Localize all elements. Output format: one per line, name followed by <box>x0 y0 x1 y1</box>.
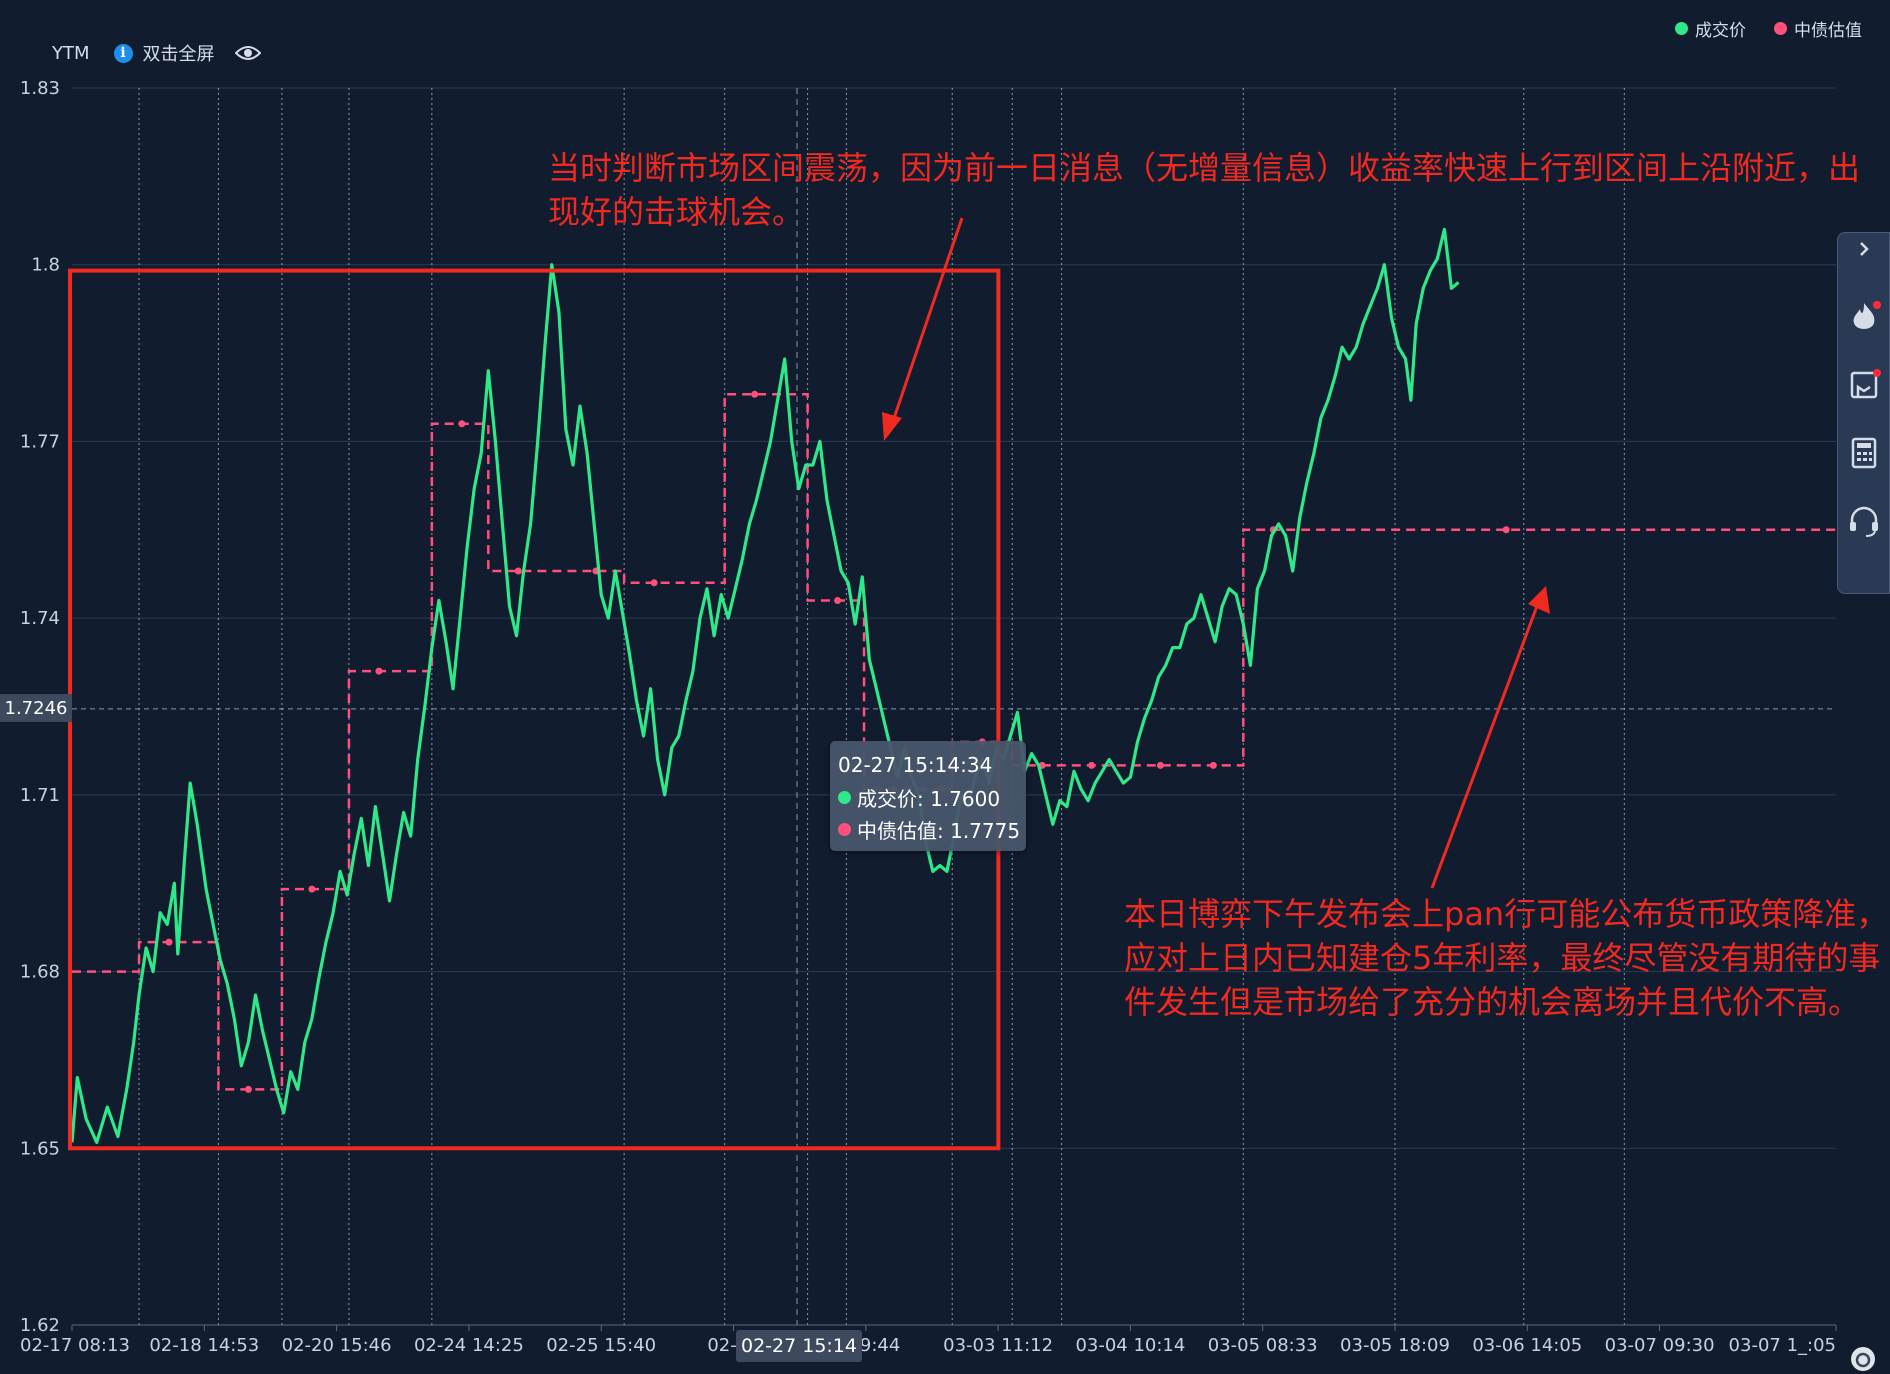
annotation-note-event: 本日博弈下午发布会上pan行可能公布货币政策降准，应对上日内已知建仓5年利率，最… <box>1124 895 1889 1021</box>
series-valuation-line <box>72 393 1836 1091</box>
x-tick-label: 03-05 18:09 <box>1340 1335 1450 1356</box>
x-tick-label: 03-07 1_:05 <box>1729 1335 1836 1356</box>
crosshair-y-label: 1.7246 <box>0 694 72 722</box>
valuation-point <box>165 938 173 946</box>
chart-legend: 成交价 中债估值 <box>1675 16 1862 41</box>
eye-icon[interactable] <box>234 44 261 62</box>
fullscreen-hint[interactable]: 双击全屏 <box>142 44 215 65</box>
valuation-point <box>1088 761 1096 769</box>
day-dividers <box>138 88 1625 1325</box>
right-toolbar <box>1837 232 1890 594</box>
chart-header: YTM i 双击全屏 <box>52 40 261 66</box>
valuation-point <box>1209 761 1217 769</box>
annotation-note-range: 当时判断市场区间震荡，因为前一日消息（无增量信息）收益率快速上行到区间上沿附近，… <box>548 149 1861 231</box>
chart-grid <box>72 87 1836 1326</box>
highlight-box <box>68 268 1001 1151</box>
valuation-point <box>650 579 658 587</box>
tooltip-valuation-row: 中债估值: 1.7775 <box>838 813 1026 845</box>
tooltip-valuation-value: 中债估值: 1.7775 <box>857 818 1021 843</box>
tooltip-dot-trade <box>838 790 851 804</box>
x-tick-label: 03-05 08:33 <box>1208 1335 1318 1356</box>
tooltip-trade-value: 成交价: 1.7600 <box>857 786 1001 811</box>
x-tick-label: 03-04 10:14 <box>1075 1335 1185 1356</box>
x-tick-label: 02-18 14:53 <box>149 1335 259 1356</box>
legend-dot-valuation <box>1774 22 1787 35</box>
legend-item-valuation[interactable]: 中债估值 <box>1774 16 1862 41</box>
legend-item-trade[interactable]: 成交价 <box>1675 16 1746 41</box>
x-tick-label: 03-06 14:05 <box>1472 1335 1582 1356</box>
annotation-arrow-1 <box>888 217 964 431</box>
annotation-arrowhead-1 <box>882 412 902 441</box>
series-trade-line <box>70 227 1460 1144</box>
y-tick-label: 1.71 <box>20 785 60 806</box>
tooltip-trade-row: 成交价: 1.7600 <box>838 781 1026 813</box>
crosshair-x-label: 02-27 15:14 <box>736 1330 862 1362</box>
valuation-point <box>514 567 522 575</box>
x-tick-label: 03-07 09:30 <box>1605 1335 1715 1356</box>
y-tick-label: 1.62 <box>20 1315 60 1336</box>
y-tick-label: 1.8 <box>31 255 60 276</box>
valuation-point <box>244 1085 252 1093</box>
search-icon[interactable] <box>1848 1344 1878 1374</box>
y-tick-label: 1.77 <box>20 431 60 452</box>
legend-dot-trade <box>1675 22 1688 35</box>
x-tick-label: 02-17 08:13 <box>20 1335 130 1356</box>
calculator-icon[interactable] <box>1846 435 1882 471</box>
y-tick-label: 1.68 <box>20 962 60 983</box>
fire-icon[interactable] <box>1846 299 1882 335</box>
x-tick-label: 03-03 11:12 <box>943 1335 1053 1356</box>
x-tick-label: 02-24 14:25 <box>414 1335 524 1356</box>
x-tick-label: 02-25 15:40 <box>546 1335 656 1356</box>
y-tick-label: 1.65 <box>20 1138 60 1159</box>
headset-icon[interactable] <box>1846 503 1882 539</box>
legend-label-valuation: 中债估值 <box>1794 21 1862 41</box>
valuation-point <box>834 596 842 604</box>
x-tick-label: 02-20 15:46 <box>282 1335 392 1356</box>
y-axis-labels: 1.62 1.65 1.68 1.71 1.74 1.77 1.8 1.83 <box>20 78 60 1336</box>
y-tick-label: 1.74 <box>20 608 60 629</box>
series-layer <box>70 227 1836 1144</box>
annotation-arrow-2 <box>1430 597 1542 889</box>
legend-label-trade: 成交价 <box>1695 21 1746 41</box>
valuation-point <box>308 885 316 893</box>
data-tooltip: 02-27 15:14:34 成交价: 1.7600 中债估值: 1.7775 <box>830 741 1026 851</box>
valuation-point <box>458 420 466 428</box>
info-icon[interactable]: i <box>113 43 133 63</box>
x-axis-labels: 02-17 08:13 02-18 14:53 02-20 15:46 02-24 1… <box>20 1324 1837 1356</box>
tooltip-time: 02-27 15:14:34 <box>838 753 993 777</box>
collapse-arrow-icon[interactable] <box>1852 237 1876 261</box>
tooltip-dot-valuation <box>838 822 851 836</box>
valuation-point <box>1502 526 1510 534</box>
valuation-point <box>751 390 759 398</box>
y-tick-label: 1.83 <box>20 78 60 99</box>
bookmark-icon[interactable] <box>1846 367 1882 403</box>
valuation-point <box>1156 761 1164 769</box>
valuation-point <box>375 667 383 675</box>
annotation-arrowhead-2 <box>1528 586 1550 614</box>
ytm-label: YTM <box>52 42 90 64</box>
